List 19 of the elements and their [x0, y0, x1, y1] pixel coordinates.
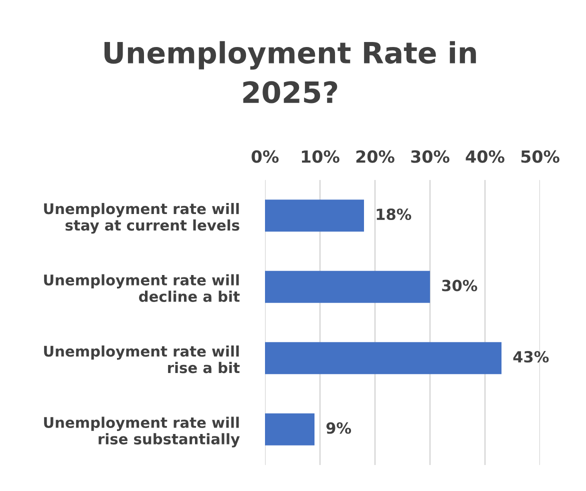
bar — [265, 342, 502, 374]
y-tick-label: Unemployment rate will rise a bit — [44, 345, 240, 374]
y-tick-label: Unemployment rate will rise substantially — [44, 416, 240, 448]
data-label: 43% — [513, 351, 549, 363]
x-tick-label: 50% — [521, 150, 560, 163]
x-tick-label: 0% — [252, 150, 279, 163]
data-label: 9% — [326, 422, 352, 434]
y-tick-label: Unemployment rate will decline a bit — [44, 274, 240, 302]
bar — [265, 200, 364, 232]
x-tick-label: 40% — [466, 150, 504, 163]
x-tick-label: 30% — [411, 150, 450, 163]
bar — [265, 413, 314, 446]
data-label: 18% — [376, 208, 412, 220]
y-tick-label: Unemployment rate will stay at current levels — [44, 202, 240, 234]
x-tick-label: 20% — [356, 150, 394, 163]
x-tick-label: 10% — [302, 150, 340, 163]
chart-title: Unemployment Rate in 2025? — [104, 41, 476, 104]
data-label: 30% — [442, 280, 478, 292]
bar — [265, 270, 430, 303]
